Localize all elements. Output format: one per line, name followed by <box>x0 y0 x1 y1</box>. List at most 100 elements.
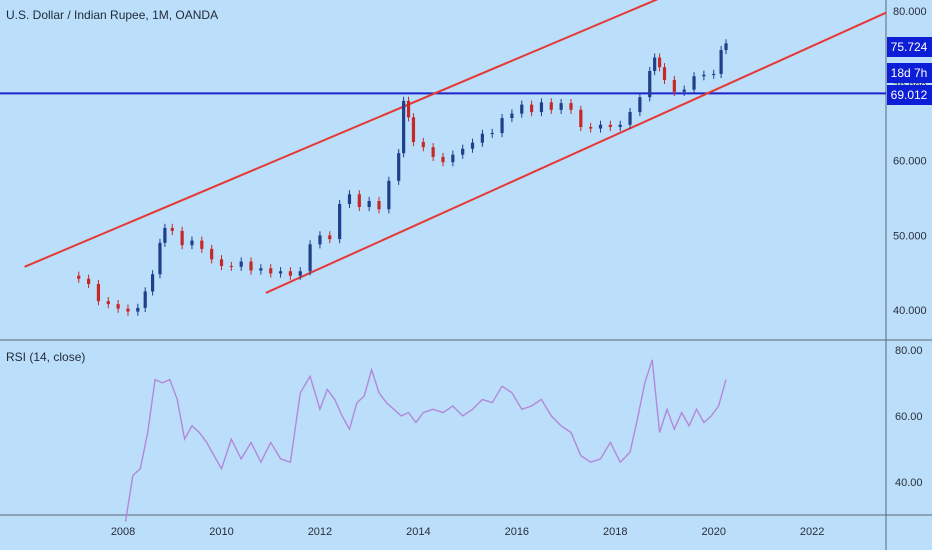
candle[interactable] <box>288 267 293 280</box>
candle[interactable] <box>682 85 686 97</box>
last-price-badge: 75.724 <box>887 37 932 57</box>
candle-body <box>431 147 435 157</box>
candle-body <box>278 271 283 274</box>
candle[interactable] <box>269 264 273 278</box>
candle[interactable] <box>628 107 632 129</box>
candle[interactable] <box>421 137 425 152</box>
candle[interactable] <box>461 144 465 159</box>
candle[interactable] <box>451 150 455 167</box>
candle[interactable] <box>163 223 167 247</box>
candle[interactable] <box>278 267 283 278</box>
candle[interactable] <box>470 138 475 153</box>
level-badge-bg <box>887 85 932 105</box>
candle[interactable] <box>520 100 524 118</box>
rsi-line[interactable] <box>124 359 727 522</box>
candle[interactable] <box>549 98 553 114</box>
candle[interactable] <box>259 264 263 275</box>
candle[interactable] <box>411 113 416 147</box>
candle-body <box>628 112 632 125</box>
candle-body <box>608 124 612 128</box>
candle[interactable] <box>158 238 162 279</box>
candle[interactable] <box>441 152 445 167</box>
candle[interactable] <box>87 274 91 289</box>
candle[interactable] <box>96 279 101 306</box>
upper-channel-line[interactable] <box>24 0 665 268</box>
candle[interactable] <box>338 199 342 244</box>
candle-body <box>87 278 91 284</box>
candle[interactable] <box>143 287 147 312</box>
candle-body <box>318 235 322 245</box>
candle-body <box>219 259 224 267</box>
candle-body <box>682 89 686 92</box>
time-tick-label: 2008 <box>111 526 135 538</box>
candle[interactable] <box>653 53 657 76</box>
candle[interactable] <box>367 196 371 212</box>
candle[interactable] <box>219 255 224 271</box>
candle-body <box>579 109 583 128</box>
candle[interactable] <box>357 190 361 212</box>
candle-body <box>170 227 174 231</box>
candle[interactable] <box>347 190 352 209</box>
candle[interactable] <box>377 196 381 214</box>
candle[interactable] <box>77 271 81 283</box>
candle[interactable] <box>638 93 642 117</box>
price-tick-label: 80.000 <box>893 6 927 18</box>
candle[interactable] <box>116 300 120 313</box>
candle[interactable] <box>569 99 573 114</box>
candle-body <box>367 201 371 207</box>
candle[interactable] <box>579 105 583 132</box>
rsi-pane[interactable] <box>124 359 727 522</box>
candle[interactable] <box>657 53 662 72</box>
candle[interactable] <box>308 240 312 276</box>
candle[interactable] <box>480 129 484 147</box>
main-pane[interactable] <box>0 0 887 316</box>
candle[interactable] <box>200 236 204 253</box>
candle[interactable] <box>598 120 603 133</box>
candle[interactable] <box>210 244 214 264</box>
candle[interactable] <box>190 236 194 250</box>
candle[interactable] <box>559 99 563 114</box>
candle[interactable] <box>318 231 322 249</box>
candle[interactable] <box>608 120 612 132</box>
candle[interactable] <box>249 257 253 275</box>
candle[interactable] <box>136 303 140 316</box>
candle[interactable] <box>500 113 504 138</box>
candle[interactable] <box>618 120 622 132</box>
candle[interactable] <box>712 69 716 79</box>
candle[interactable] <box>387 176 391 214</box>
candle[interactable] <box>672 75 676 97</box>
candle[interactable] <box>239 257 243 271</box>
candle[interactable] <box>648 66 652 102</box>
candle[interactable] <box>589 122 593 133</box>
candle[interactable] <box>298 267 302 280</box>
candle[interactable] <box>719 45 723 79</box>
candle-body <box>657 57 662 68</box>
candle[interactable] <box>106 297 110 309</box>
rsi-tick-label: 60.00 <box>895 411 923 423</box>
candle[interactable] <box>229 261 233 271</box>
candle[interactable] <box>702 70 706 81</box>
candle[interactable] <box>530 100 534 117</box>
candle[interactable] <box>402 96 406 158</box>
lower-channel-line[interactable] <box>265 11 887 294</box>
candle[interactable] <box>724 39 728 55</box>
candle[interactable] <box>662 63 667 85</box>
candle-body <box>480 133 484 143</box>
candle[interactable] <box>406 96 411 122</box>
candle[interactable] <box>180 226 184 250</box>
candle[interactable] <box>170 223 174 236</box>
candle[interactable] <box>397 149 401 185</box>
level-text: 69.012 <box>891 88 928 102</box>
candle-body <box>500 118 504 134</box>
candle[interactable] <box>431 143 435 162</box>
price-tick-label: 60.000 <box>893 156 927 168</box>
candle[interactable] <box>126 304 130 316</box>
candle[interactable] <box>692 72 696 94</box>
candle[interactable] <box>539 98 544 117</box>
candle-body <box>559 103 563 110</box>
candle[interactable] <box>328 231 332 244</box>
candle[interactable] <box>490 128 494 138</box>
candle[interactable] <box>510 109 514 123</box>
candle[interactable] <box>150 270 155 296</box>
